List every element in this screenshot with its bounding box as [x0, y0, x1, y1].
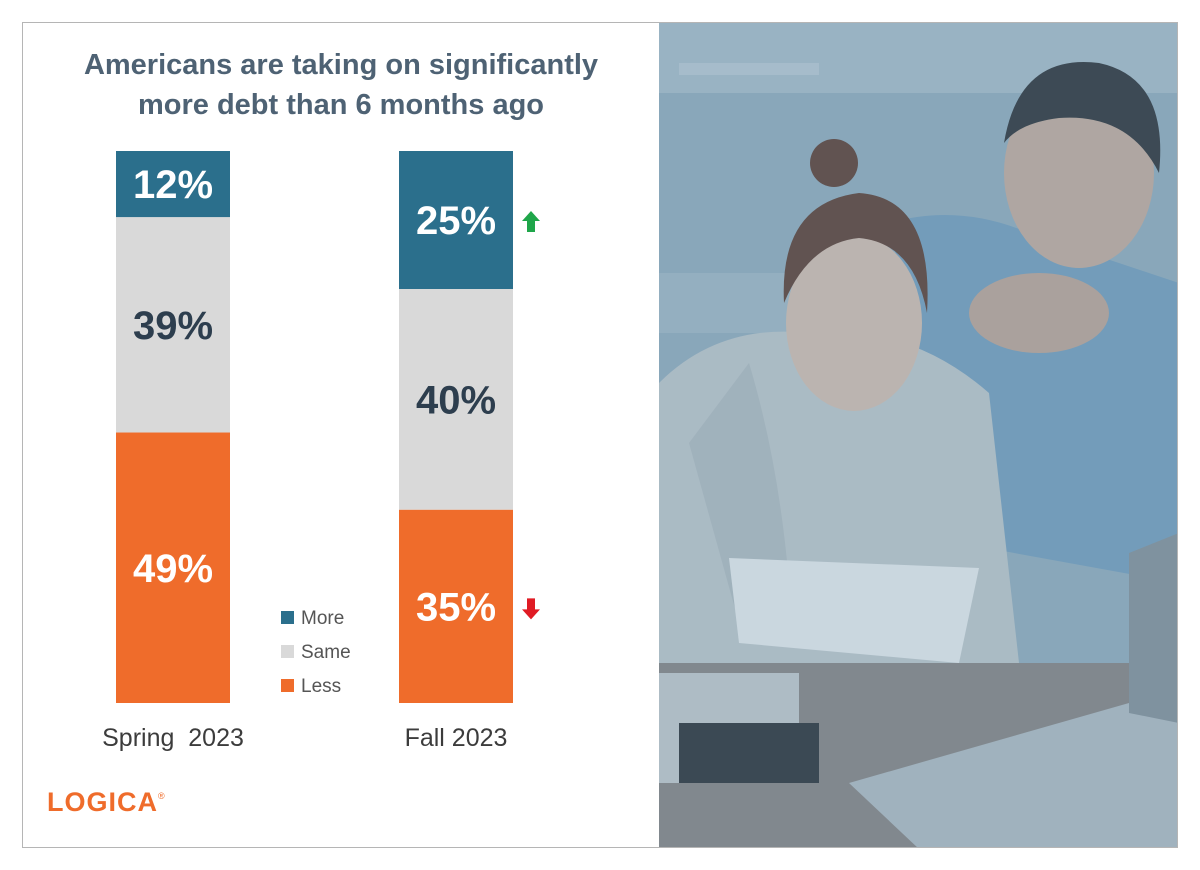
- bar-segment-more-0: [116, 151, 230, 218]
- chart-title: Americans are taking on significantly mo…: [23, 45, 659, 125]
- data-label-less-0: 49%: [133, 547, 213, 591]
- stacked-bar-chart: 12% 39% 49% Spring 2023 25% 40% 35% Fall 2023 Mo…: [102, 151, 540, 752]
- data-label-same-1: 40%: [416, 378, 496, 422]
- legend-swatch-same: [281, 645, 294, 658]
- legend-swatch-less: [281, 679, 294, 692]
- data-label-more-1: 25%: [416, 199, 496, 243]
- chart-title-line-1: Americans are taking on significantly: [83, 49, 599, 81]
- slide-frame: Americans are taking on significantly mo…: [22, 22, 1178, 848]
- data-label-more-0: 12%: [133, 163, 213, 207]
- legend-label-more: More: [301, 608, 344, 629]
- bar-segment-same-0: [116, 217, 230, 433]
- data-label-less-1: 35%: [416, 585, 496, 629]
- photo-couple-reviewing-bills: [659, 23, 1177, 847]
- logo-text: LOGICA: [47, 787, 158, 817]
- logo-registered-mark: ®: [158, 791, 166, 801]
- legend-label-less: Less: [301, 676, 341, 697]
- legend-swatch-more: [281, 611, 294, 624]
- bar-segment-more-1: [399, 151, 513, 289]
- category-label-1: Fall 2023: [405, 724, 508, 752]
- bar-segment-same-1: [399, 289, 513, 510]
- category-label-0: Spring 2023: [102, 724, 244, 752]
- data-label-same-0: 39%: [133, 304, 213, 348]
- logica-logo: LOGICA®: [47, 787, 166, 818]
- chart-title-line-2: more debt than 6 months ago: [137, 89, 545, 121]
- arrow-up-icon: [522, 211, 540, 232]
- arrow-down-icon: [522, 598, 540, 620]
- bar-segment-less-1: [399, 509, 513, 703]
- legend-label-same: Same: [301, 642, 351, 663]
- bar-segment-less-0: [116, 432, 230, 703]
